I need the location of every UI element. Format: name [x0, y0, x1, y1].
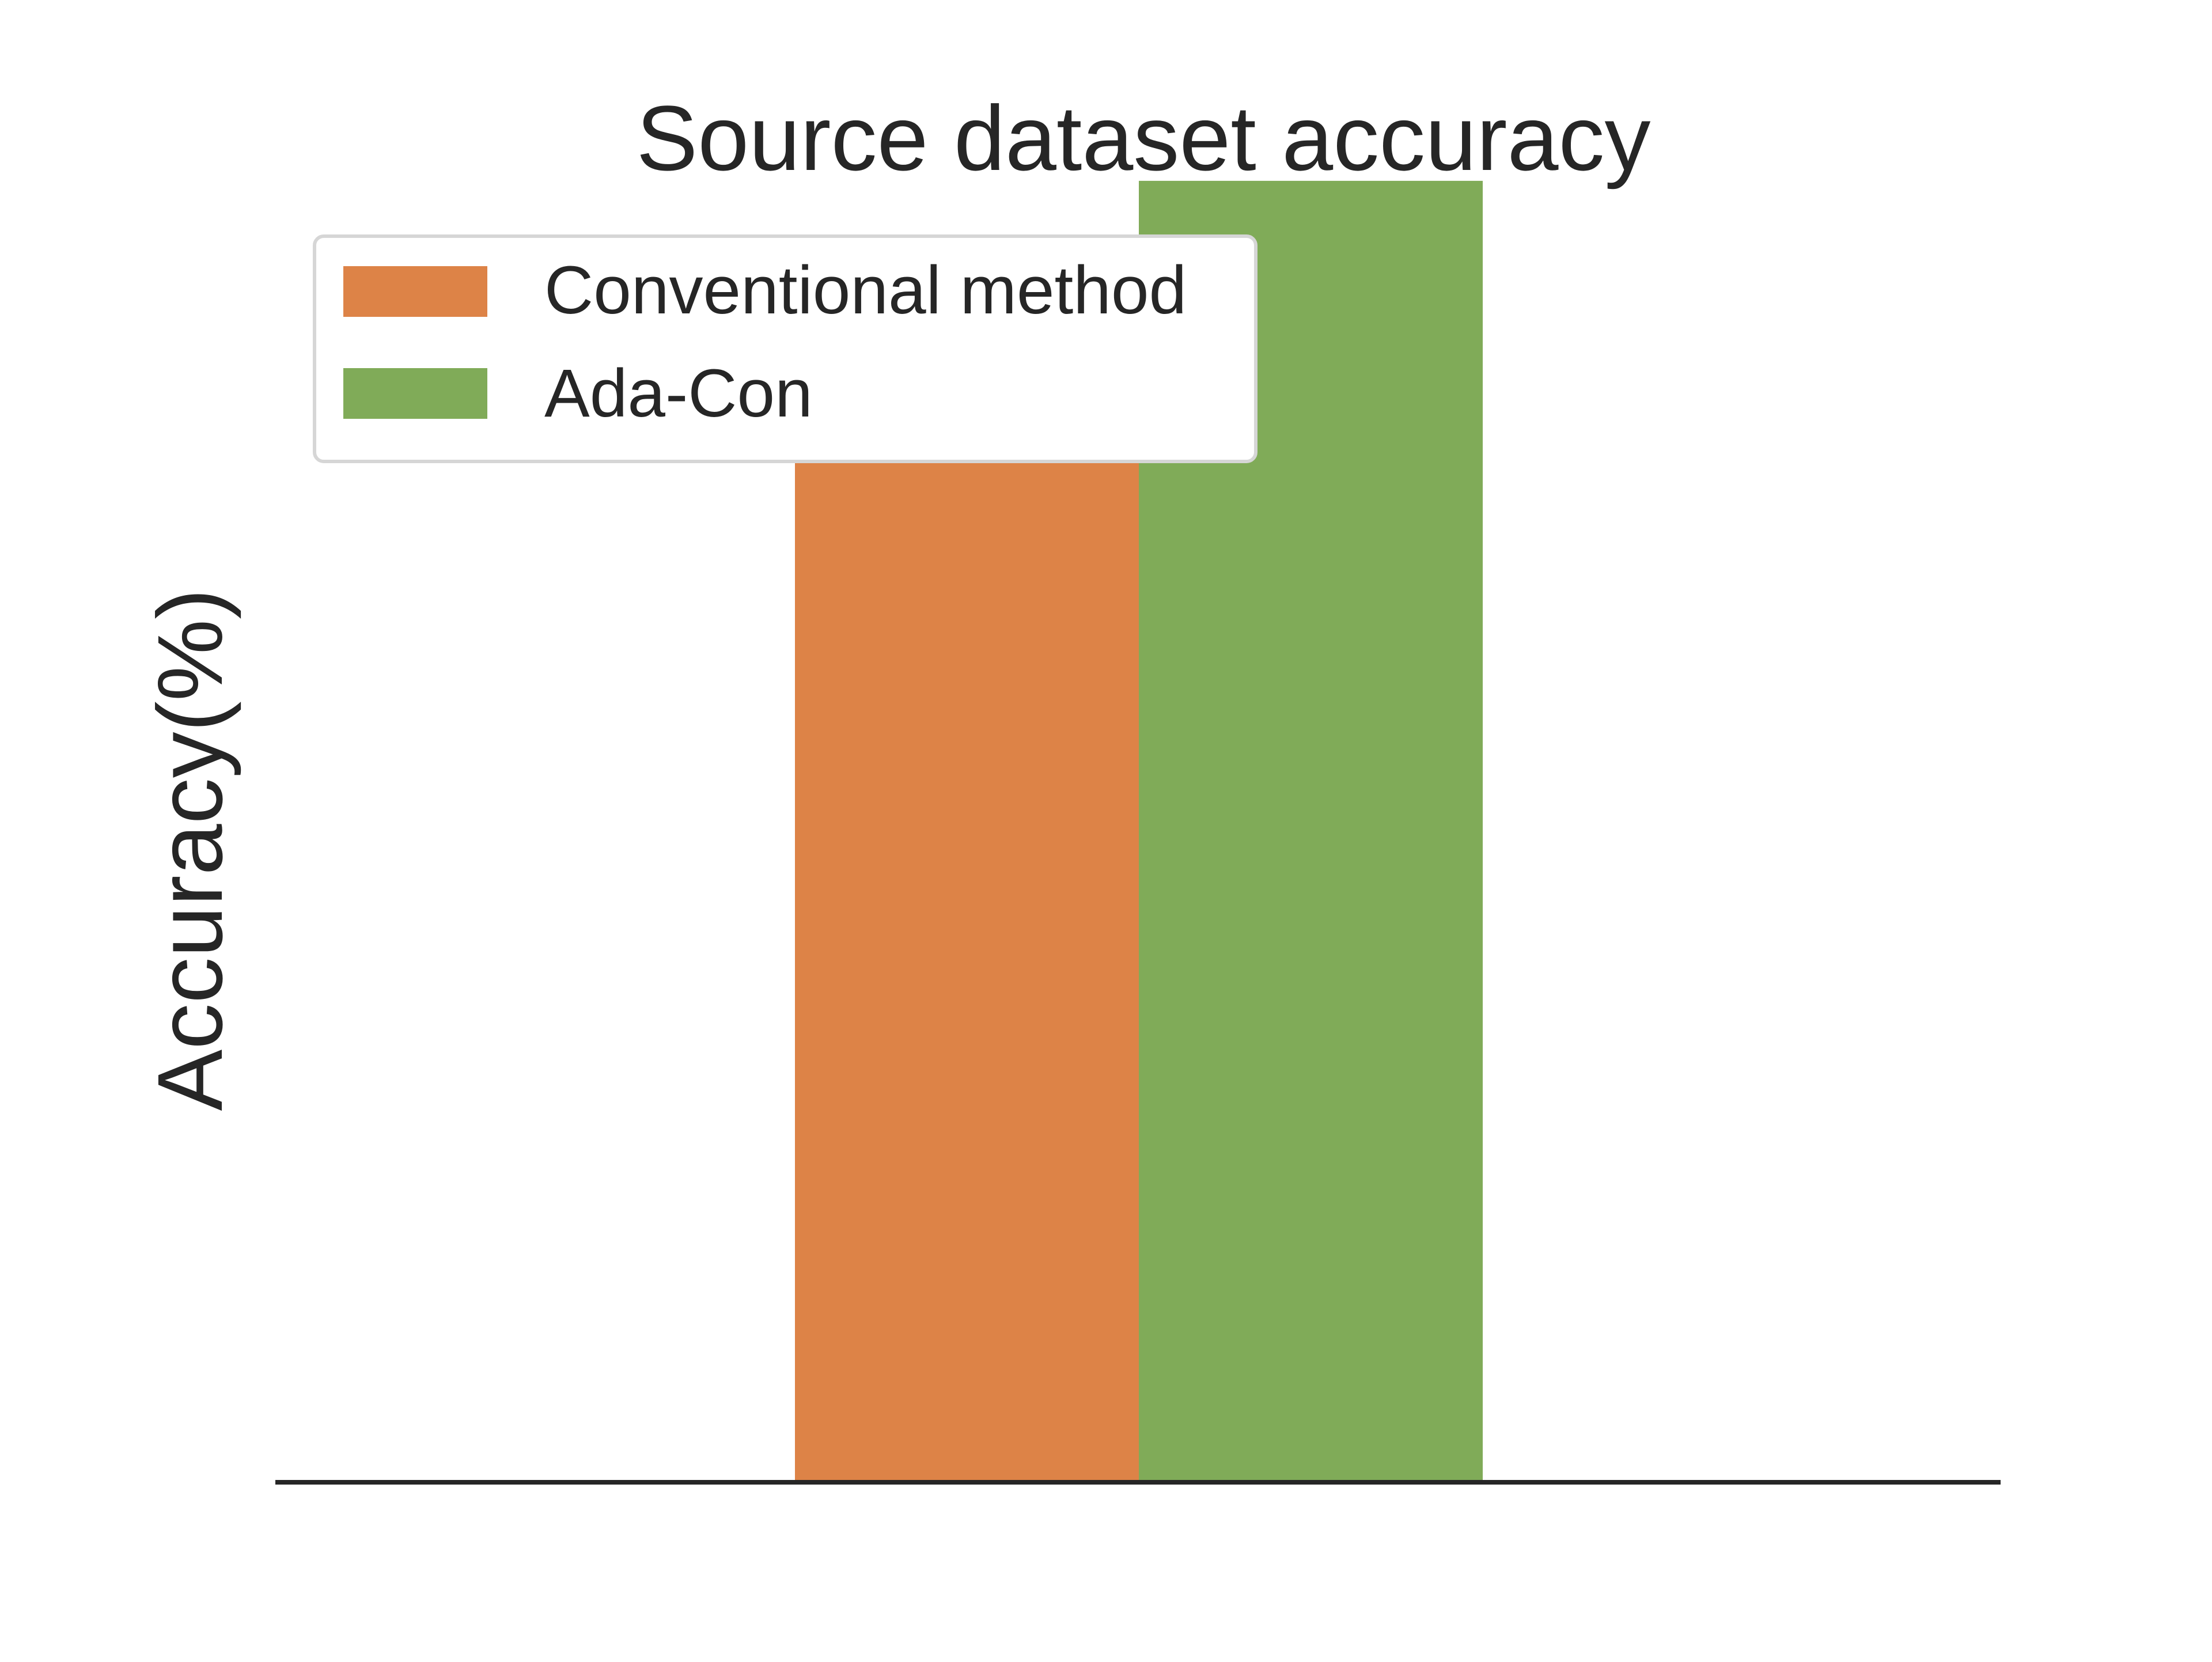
- chart-title: Source dataset accuracy: [637, 86, 1651, 190]
- legend-label-conventional-method: Conventional method: [544, 252, 1187, 328]
- y-axis-label: Accuracy(%): [138, 589, 241, 1111]
- legend-swatch-conventional-method: [343, 266, 487, 317]
- legend-swatch-ada-con: [343, 368, 487, 419]
- bar-conventional-method: [795, 278, 1139, 1482]
- legend: Conventional method Ada-Con: [313, 234, 1257, 463]
- legend-frame: [313, 234, 1257, 463]
- legend-label-ada-con: Ada-Con: [544, 355, 813, 431]
